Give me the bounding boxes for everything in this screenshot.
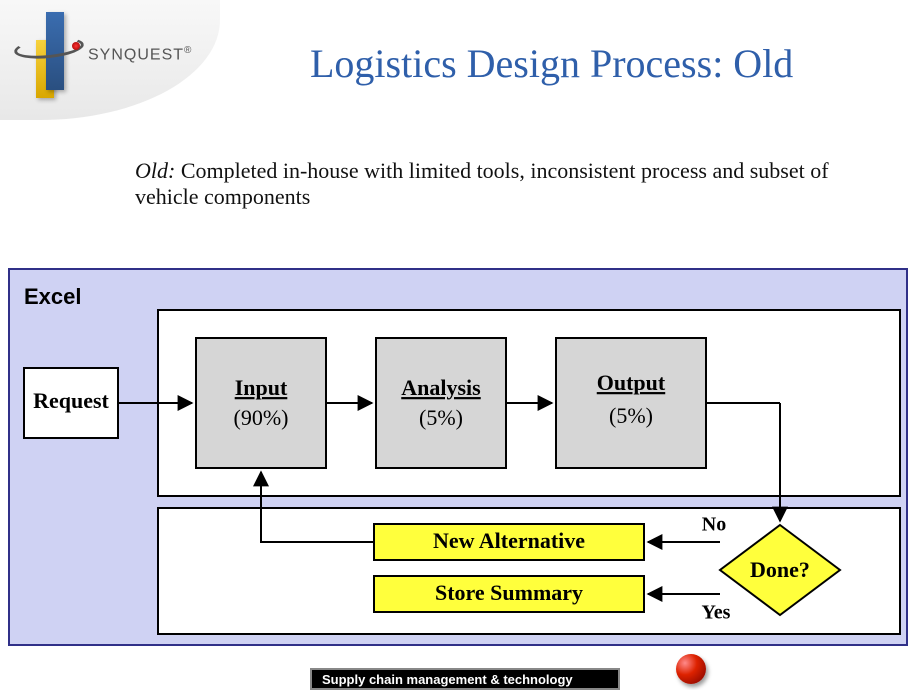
diagram-container: Excel Request Input (90%) Analysis (5%) … — [8, 268, 908, 646]
footer-text: Supply chain management & technology — [322, 672, 573, 687]
node-input-sub: (90%) — [234, 405, 289, 430]
footer-bar: Supply chain management & technology — [310, 668, 620, 690]
node-analysis-sub: (5%) — [419, 405, 463, 430]
node-input — [196, 338, 326, 468]
red-orb-icon — [676, 654, 706, 684]
description-rest: Completed in-house with limited tools, i… — [135, 158, 829, 209]
node-output-title: Output — [597, 370, 666, 395]
logo-mark — [14, 10, 74, 100]
logo: SYNQUEST® — [14, 10, 192, 100]
flowchart-svg: Request Input (90%) Analysis (5%) Output… — [10, 270, 910, 648]
node-analysis-title: Analysis — [401, 375, 481, 400]
logo-area: SYNQUEST® — [0, 0, 220, 120]
description-lead: Old: — [135, 158, 175, 183]
logo-name: SYNQUEST — [88, 47, 184, 64]
node-input-title: Input — [235, 375, 288, 400]
description: Old: Completed in-house with limited too… — [135, 158, 875, 210]
page-title: Logistics Design Process: Old — [310, 40, 793, 87]
node-done-label: Done? — [750, 557, 810, 582]
node-output-sub: (5%) — [609, 403, 653, 428]
node-store-summary-label: Store Summary — [435, 580, 583, 605]
edge-label-no: No — [702, 514, 726, 536]
logo-reg: ® — [184, 45, 192, 56]
edge-label-yes: Yes — [702, 602, 731, 624]
node-request-label: Request — [33, 388, 109, 413]
node-analysis — [376, 338, 506, 468]
node-new-alternative-label: New Alternative — [433, 528, 585, 553]
logo-text: SYNQUEST® — [88, 45, 192, 64]
